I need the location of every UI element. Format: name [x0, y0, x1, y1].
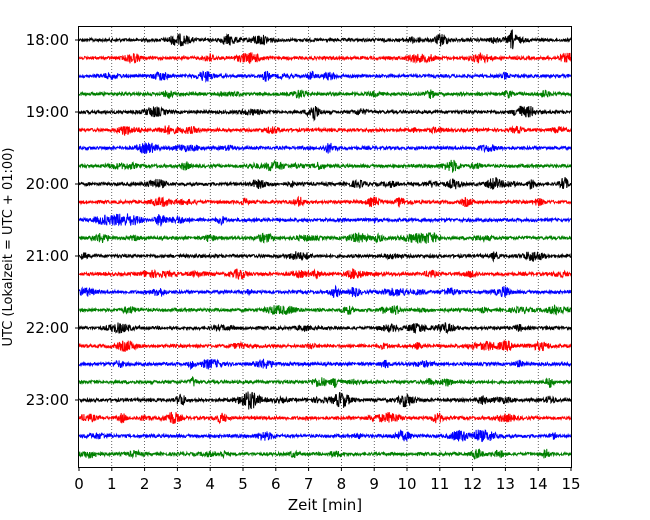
trace-2115 — [78, 268, 572, 280]
trace-1815 — [78, 51, 572, 64]
trace-2315 — [78, 411, 572, 425]
trace-2145 — [78, 304, 572, 316]
y-tick-label: 18:00 — [26, 31, 69, 49]
x-tick-label: 12 — [463, 475, 482, 493]
seismic-traces — [78, 29, 572, 461]
x-tick-label: 10 — [397, 475, 416, 493]
y-axis-label: UTC (Lokalzeit = UTC + 01:00) — [1, 148, 16, 347]
x-tick-label: 8 — [337, 475, 347, 493]
x-tick-label: 11 — [430, 475, 449, 493]
x-tick-label: 9 — [369, 475, 379, 493]
x-tick-label: 6 — [271, 475, 281, 493]
trace-2330 — [78, 428, 572, 443]
trace-2015 — [78, 195, 572, 208]
x-axis-ticks: 0 1 2 3 4 5 6 7 8 9 10 11 12 13 14 15 — [74, 467, 581, 493]
x-tick-label: 1 — [107, 475, 117, 493]
x-tick-label: 13 — [496, 475, 515, 493]
y-tick-label: 21:00 — [26, 247, 69, 265]
trace-2215 — [78, 339, 572, 352]
x-tick-label: 3 — [173, 475, 183, 493]
y-tick-label: 20:00 — [26, 175, 69, 193]
trace-2300 — [78, 391, 572, 410]
x-tick-label: 0 — [74, 475, 84, 493]
y-tick-label: 23:00 — [26, 391, 69, 409]
trace-1845 — [78, 89, 572, 99]
trace-2345 — [78, 448, 572, 461]
trace-1800 — [78, 29, 572, 50]
x-axis-label: Zeit [min] — [288, 496, 362, 514]
y-axis-ticks: 18:00 19:00 20:00 21:00 22:00 23:00 — [26, 31, 79, 409]
x-tick-label: 5 — [238, 475, 248, 493]
x-tick-label: 4 — [205, 475, 215, 493]
x-tick-label: 7 — [304, 475, 314, 493]
y-tick-label: 22:00 — [26, 319, 69, 337]
trace-1830 — [78, 70, 572, 83]
trace-2200 — [78, 322, 572, 335]
x-tick-label: 14 — [529, 475, 548, 493]
x-tick-label: 2 — [140, 475, 150, 493]
trace-2045 — [78, 231, 572, 245]
trace-2000 — [78, 177, 572, 190]
trace-2130 — [78, 284, 572, 298]
y-tick-label: 19:00 — [26, 103, 69, 121]
trace-1945 — [78, 159, 572, 173]
trace-2230 — [78, 358, 572, 371]
trace-1900 — [78, 105, 572, 122]
trace-1930 — [78, 142, 572, 154]
trace-2245 — [78, 376, 572, 389]
trace-2030 — [78, 213, 572, 227]
x-tick-label: 15 — [561, 475, 580, 493]
trace-1915 — [78, 125, 572, 136]
plot-frame — [78, 26, 572, 468]
trace-2100 — [78, 251, 572, 263]
